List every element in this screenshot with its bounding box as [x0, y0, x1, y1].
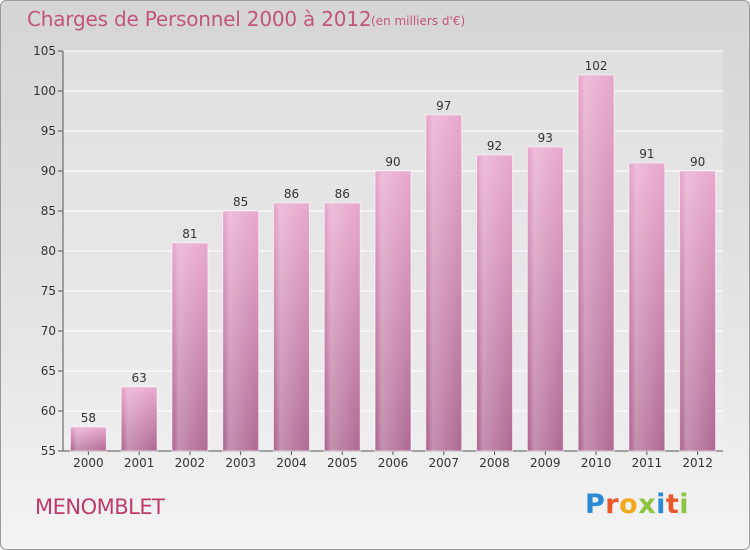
bar-highlight	[275, 204, 308, 451]
logo-letter: P	[585, 489, 606, 520]
logo-letter: i	[679, 489, 690, 520]
value-label: 93	[538, 131, 553, 145]
value-label: 58	[81, 411, 96, 425]
bar-highlight	[427, 116, 460, 451]
value-label: 63	[132, 371, 147, 385]
y-tick-label: 60	[41, 404, 56, 418]
bar-highlight	[326, 204, 359, 451]
value-label: 90	[690, 155, 705, 169]
y-tick-label: 105	[33, 44, 56, 58]
logo-letter: i	[656, 489, 666, 520]
y-tick-label: 75	[41, 284, 56, 298]
x-tick-label: 2008	[479, 456, 510, 470]
y-tick-label: 95	[41, 124, 56, 138]
x-tick-label: 2010	[581, 456, 612, 470]
chart-title: Charges de Personnel 2000 à 2012	[27, 7, 372, 31]
x-tick-label: 2011	[632, 456, 663, 470]
y-tick-label: 65	[41, 364, 56, 378]
value-label: 81	[182, 227, 197, 241]
y-tick-label: 90	[41, 164, 56, 178]
logo-letter: x	[638, 489, 657, 520]
y-tick-label: 100	[33, 84, 56, 98]
bar-highlight	[72, 428, 105, 451]
y-tick-label: 80	[41, 244, 56, 258]
x-tick-label: 2000	[73, 456, 104, 470]
x-tick-label: 2012	[682, 456, 713, 470]
logo-letter: t	[665, 489, 680, 520]
bar-highlight	[478, 156, 511, 451]
x-tick-label: 2006	[378, 456, 409, 470]
y-tick-label: 70	[41, 324, 56, 338]
bar-highlight	[529, 148, 562, 451]
x-tick-label: 2003	[225, 456, 256, 470]
value-label: 102	[585, 59, 608, 73]
y-tick-label: 85	[41, 204, 56, 218]
logo-letter: r	[605, 489, 620, 520]
value-label: 92	[487, 139, 502, 153]
value-label: 91	[639, 147, 654, 161]
x-tick-label: 2009	[530, 456, 561, 470]
bar-highlight	[630, 164, 663, 451]
x-tick-label: 2004	[276, 456, 307, 470]
x-tick-label: 2007	[428, 456, 459, 470]
value-label: 86	[335, 187, 350, 201]
chart-subtitle: (en milliers d'€)	[371, 14, 466, 28]
proxiti-logo: Proxiti	[585, 489, 689, 520]
value-label: 85	[233, 195, 248, 209]
x-tick-label: 2002	[175, 456, 206, 470]
value-label: 97	[436, 99, 451, 113]
value-label: 90	[385, 155, 400, 169]
bar-highlight	[681, 172, 714, 451]
commune-name: MENOMBLET	[35, 495, 165, 519]
x-tick-label: 2001	[124, 456, 155, 470]
logo-letter: o	[619, 489, 639, 520]
bar-highlight	[377, 172, 409, 451]
bar-highlight	[123, 388, 156, 451]
y-tick-label: 55	[41, 444, 56, 458]
bar-highlight	[580, 76, 613, 451]
x-tick-label: 2005	[327, 456, 358, 470]
bar-highlight	[224, 212, 257, 451]
bar-highlight	[173, 244, 206, 451]
value-label: 86	[284, 187, 299, 201]
